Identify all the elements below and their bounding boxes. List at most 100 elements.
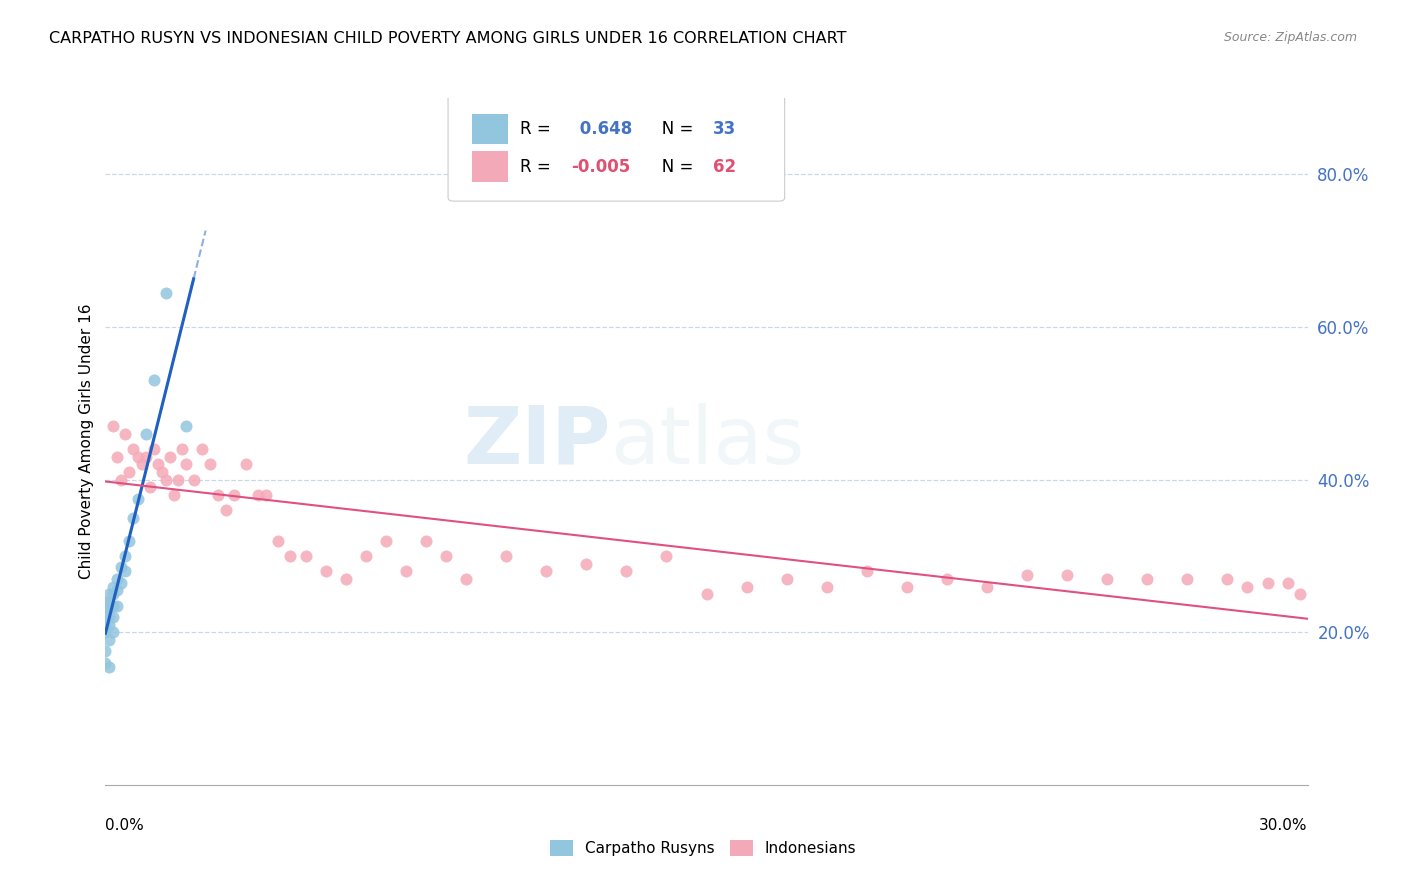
FancyBboxPatch shape xyxy=(472,113,508,145)
Point xyxy=(98,617,121,632)
Point xyxy=(98,587,121,601)
Point xyxy=(94,656,117,670)
Point xyxy=(534,564,557,578)
Point xyxy=(170,442,193,457)
Point xyxy=(98,595,121,609)
Point xyxy=(118,533,141,548)
Text: Source: ZipAtlas.com: Source: ZipAtlas.com xyxy=(1223,31,1357,45)
Point xyxy=(122,511,145,525)
Text: -0.005: -0.005 xyxy=(571,158,630,176)
Text: atlas: atlas xyxy=(610,402,804,481)
Text: 33: 33 xyxy=(713,120,735,138)
Text: N =: N = xyxy=(647,158,699,176)
Point xyxy=(354,549,377,563)
Point xyxy=(267,533,290,548)
Point xyxy=(214,503,236,517)
Y-axis label: Child Poverty Among Girls Under 16: Child Poverty Among Girls Under 16 xyxy=(79,304,94,579)
Text: CARPATHO RUSYN VS INDONESIAN CHILD POVERTY AMONG GIRLS UNDER 16 CORRELATION CHAR: CARPATHO RUSYN VS INDONESIAN CHILD POVER… xyxy=(49,31,846,46)
Point xyxy=(1216,572,1239,586)
Point xyxy=(107,583,129,598)
Point xyxy=(110,575,132,590)
Point xyxy=(110,473,132,487)
Point xyxy=(114,426,136,441)
Point xyxy=(114,549,136,563)
Point xyxy=(98,659,121,673)
Point xyxy=(1097,572,1119,586)
Point xyxy=(122,442,145,457)
Point xyxy=(735,580,758,594)
Point xyxy=(146,458,169,472)
Point xyxy=(114,564,136,578)
Point xyxy=(150,465,173,479)
Point xyxy=(936,572,959,586)
Point xyxy=(198,458,221,472)
Point xyxy=(107,599,129,613)
Point xyxy=(1236,580,1258,594)
Point xyxy=(1017,568,1039,582)
Point xyxy=(222,488,245,502)
Point xyxy=(295,549,318,563)
Point xyxy=(855,564,877,578)
Text: ZIP: ZIP xyxy=(463,402,610,481)
Point xyxy=(246,488,269,502)
Point xyxy=(976,580,998,594)
Point xyxy=(335,572,357,586)
Point xyxy=(434,549,457,563)
Text: R =: R = xyxy=(520,120,557,138)
Point xyxy=(138,480,160,494)
Point xyxy=(103,419,125,434)
Point xyxy=(1056,568,1078,582)
Point xyxy=(254,488,277,502)
Legend: Carpatho Rusyns, Indonesians: Carpatho Rusyns, Indonesians xyxy=(544,834,862,862)
Point xyxy=(1288,587,1310,601)
Point xyxy=(815,580,838,594)
Point xyxy=(1177,572,1199,586)
Point xyxy=(118,465,141,479)
Point xyxy=(174,419,197,434)
Text: 30.0%: 30.0% xyxy=(1260,818,1308,832)
Point xyxy=(142,442,165,457)
Point xyxy=(207,488,229,502)
Point xyxy=(1277,575,1299,590)
Point xyxy=(94,644,117,658)
Point xyxy=(235,458,257,472)
Point xyxy=(94,625,117,640)
Point xyxy=(495,549,517,563)
FancyBboxPatch shape xyxy=(472,152,508,182)
Point xyxy=(616,564,638,578)
Point xyxy=(142,374,165,388)
Text: 0.0%: 0.0% xyxy=(105,818,145,832)
Point xyxy=(575,557,598,571)
Point xyxy=(127,491,149,506)
Point xyxy=(98,632,121,647)
Point xyxy=(94,595,117,609)
FancyBboxPatch shape xyxy=(449,91,785,202)
Point xyxy=(107,450,129,464)
Point xyxy=(135,426,157,441)
Point xyxy=(103,587,125,601)
Point xyxy=(103,610,125,624)
Point xyxy=(374,533,398,548)
Point xyxy=(278,549,301,563)
Point xyxy=(110,560,132,574)
Point xyxy=(159,450,181,464)
Point xyxy=(107,572,129,586)
Point xyxy=(696,587,718,601)
Text: R =: R = xyxy=(520,158,557,176)
Point xyxy=(135,450,157,464)
Point xyxy=(98,610,121,624)
Point xyxy=(415,533,437,548)
Point xyxy=(174,458,197,472)
Point xyxy=(896,580,918,594)
Text: N =: N = xyxy=(647,120,699,138)
Point xyxy=(103,580,125,594)
Point xyxy=(162,488,184,502)
Point xyxy=(454,572,477,586)
Point xyxy=(94,602,117,616)
Point xyxy=(183,473,205,487)
Text: 0.648: 0.648 xyxy=(574,120,633,138)
Point xyxy=(103,625,125,640)
Point xyxy=(166,473,188,487)
Point xyxy=(1257,575,1279,590)
Point xyxy=(776,572,799,586)
